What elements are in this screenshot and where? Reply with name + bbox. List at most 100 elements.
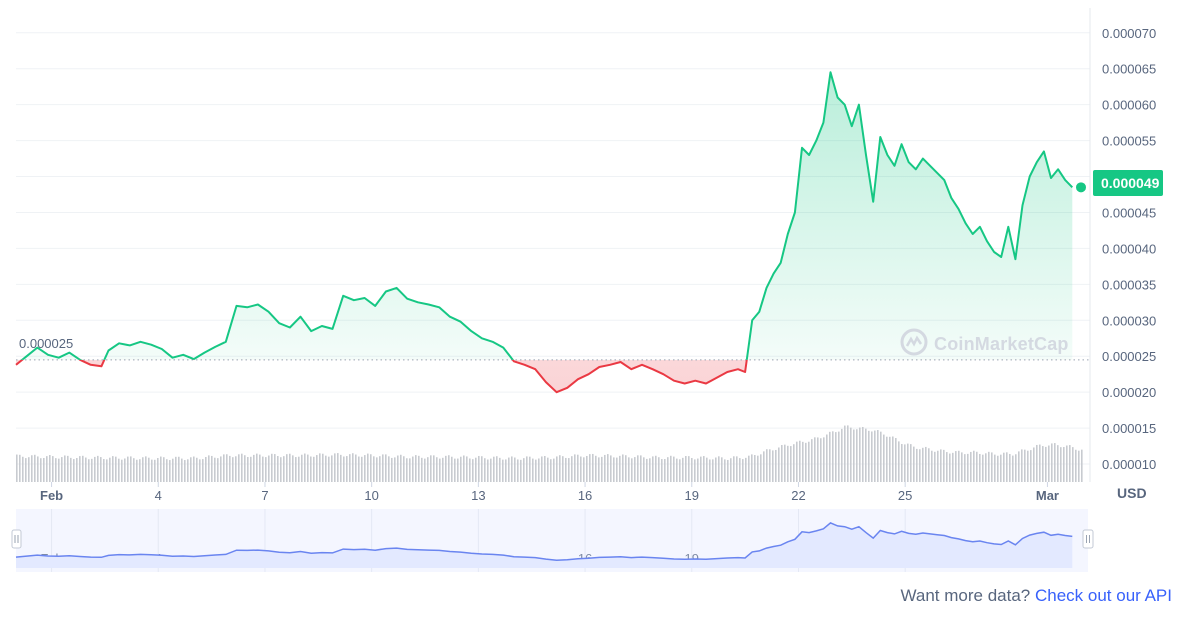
volume-bar <box>43 458 45 482</box>
volume-bar <box>568 458 570 482</box>
volume-bar <box>619 455 621 482</box>
volume-bar <box>16 454 18 482</box>
volume-bar <box>19 454 21 482</box>
volume-bar <box>79 456 81 482</box>
volume-bar <box>823 437 825 482</box>
volume-bar <box>901 443 903 482</box>
navigator-area <box>16 522 1073 568</box>
y-tick-label: 0.000035 <box>1102 277 1156 292</box>
volume-bar <box>898 441 900 482</box>
volume-bar <box>559 455 561 482</box>
volume-bar <box>151 459 153 482</box>
volume-bar <box>430 455 432 482</box>
volume-bar <box>121 459 123 482</box>
x-tick-label: 13 <box>471 488 485 500</box>
volume-bar <box>991 452 993 482</box>
volume-bar <box>373 456 375 482</box>
volume-bar <box>670 455 672 482</box>
volume-bar <box>265 457 267 482</box>
volume-bar <box>868 430 870 482</box>
volume-bar <box>481 456 483 482</box>
navigator-tick-label: 13 <box>471 551 485 566</box>
volume-bar <box>289 453 291 482</box>
volume-bar <box>907 443 909 482</box>
price-line <box>15 71 1074 394</box>
volume-bar <box>841 428 843 482</box>
volume-bar <box>709 459 711 482</box>
navigator-line <box>15 522 1073 562</box>
volume-bar <box>616 457 618 482</box>
volume-bar <box>928 448 930 482</box>
currency-label: USD <box>1117 485 1147 500</box>
volume-bar <box>475 457 477 482</box>
volume-bar <box>1033 447 1035 482</box>
volume-bar <box>697 458 699 482</box>
x-tick-label: 4 <box>155 488 162 500</box>
volume-bar <box>712 459 714 482</box>
volume-bar <box>316 455 318 482</box>
volume-bar <box>544 456 546 482</box>
volume-bar <box>943 449 945 482</box>
navigator-tick-label: 7 <box>261 551 268 566</box>
volume-bar <box>742 459 744 482</box>
volume-bar <box>811 439 813 482</box>
volume-bar <box>799 440 801 482</box>
volume-bar <box>457 458 459 482</box>
volume-bar <box>1039 444 1041 482</box>
volume-bar <box>586 455 588 482</box>
volume-bar <box>136 459 138 482</box>
volume-bar <box>754 454 756 482</box>
volume-bar <box>529 456 531 482</box>
volume-bar <box>262 456 264 482</box>
navigator-right-handle[interactable] <box>1082 529 1094 549</box>
volume-bar <box>67 455 69 482</box>
watermark: CoinMarketCap <box>900 328 1069 361</box>
volume-bar <box>838 431 840 482</box>
volume-bar <box>958 450 960 482</box>
x-tick-label: 16 <box>578 488 592 500</box>
volume-bar <box>352 453 354 482</box>
price-area-down <box>16 359 747 393</box>
current-price-marker: 0.000049 <box>1076 170 1163 196</box>
volume-bar <box>346 456 348 482</box>
volume-bar <box>607 454 609 482</box>
volume-bar <box>1051 443 1053 482</box>
x-axis: Feb 4 7 10 13 16 19 22 25 Mar <box>40 482 1059 500</box>
volume-bar <box>1048 445 1050 482</box>
volume-bar <box>1021 449 1023 482</box>
price-line-up <box>20 71 1074 360</box>
x-tick-label: 22 <box>791 488 805 500</box>
navigator-tick-label: Feb <box>40 551 62 566</box>
volume-bar <box>655 455 657 482</box>
volume-bar <box>562 456 564 482</box>
volume-bar <box>910 444 912 482</box>
navigator-left-handle[interactable] <box>11 529 22 549</box>
volume-bar <box>370 454 372 482</box>
volume-bar <box>169 460 171 482</box>
volume-bar <box>385 454 387 482</box>
volume-bar <box>403 456 405 482</box>
volume-bar <box>931 450 933 482</box>
volume-bar <box>580 456 582 482</box>
volume-bar <box>553 458 555 482</box>
api-link[interactable]: Check out our API <box>1034 586 1172 605</box>
volume-bar <box>691 458 693 482</box>
volume-bar <box>355 454 357 482</box>
volume-bar <box>472 459 474 482</box>
volume-bar <box>988 451 990 482</box>
current-price-badge <box>1093 170 1163 196</box>
volume-bar <box>676 458 678 482</box>
volume-bar <box>145 456 147 482</box>
volume-bar <box>766 449 768 482</box>
navigator-x-axis: Feb 4 7 10 13 16 19 22 25 <box>40 509 912 572</box>
price-chart[interactable]: 0.0000700.0000650.0000600.0000550.000050… <box>0 0 1187 500</box>
volume-bar <box>400 454 402 482</box>
volume-bar <box>721 457 723 482</box>
volume-bar <box>97 455 99 482</box>
volume-bar <box>313 456 315 482</box>
volume-bar <box>1072 447 1074 482</box>
volume-bar <box>364 455 366 482</box>
volume-bar <box>727 459 729 482</box>
volume-bar <box>556 456 558 482</box>
volume-bar <box>139 459 141 482</box>
